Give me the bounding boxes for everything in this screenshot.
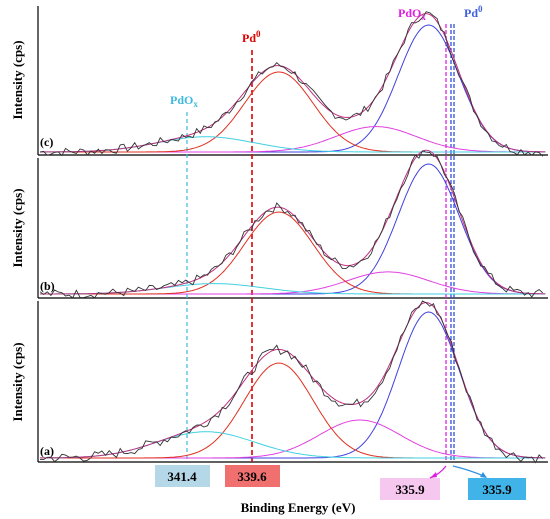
panel-label-c: (c) — [40, 135, 53, 149]
annot-pdox-left: PdOx — [170, 93, 198, 109]
raw-spectrum-c — [39, 11, 544, 157]
panel-frames — [37, 6, 548, 463]
x-axis-label: Binding Energy (eV) — [241, 500, 356, 515]
value-box-339-label: 339.6 — [237, 469, 267, 484]
fit-envelope-b — [40, 149, 546, 295]
y-axis-label-a: Intensity (cps) — [10, 342, 25, 421]
annot-pd0-right-sup: 0 — [478, 4, 483, 14]
annot-pdox-right-sub: x — [421, 12, 426, 22]
curve-layer — [39, 11, 546, 464]
value-box-341-label: 341.4 — [167, 469, 197, 484]
value-box-335-pdox: 335.9 — [380, 478, 440, 500]
fit-component-b-2 — [40, 211, 546, 295]
fit-component-c-1 — [40, 126, 546, 153]
fit-component-b-0 — [40, 163, 546, 295]
annot-pd0-mid-sup: 0 — [256, 29, 261, 39]
fit-envelope-a — [40, 302, 546, 459]
y-axis-label-c: Intensity (cps) — [10, 40, 25, 119]
annot-pd0-right: Pd0 — [464, 4, 483, 20]
value-box-339: 339.6 — [225, 465, 280, 487]
annot-pd0-mid-text: Pd — [242, 31, 256, 45]
annot-pdox-left-sub: x — [193, 99, 198, 109]
annot-pdox-left-text: PdO — [170, 93, 193, 107]
annot-pdox-right-text: PdO — [398, 6, 421, 20]
raw-spectrum-a — [40, 300, 544, 464]
arrow-head-pdox — [430, 472, 437, 478]
raw-spectrum-b — [39, 150, 544, 299]
panel-label-a: (a) — [40, 444, 54, 458]
value-box-335-pd0-bg — [468, 478, 526, 500]
fit-component-a-2 — [40, 362, 546, 459]
fit-envelope-c — [40, 13, 546, 153]
value-box-335-pd0-label: 335.9 — [482, 482, 512, 497]
value-box-339-bg — [225, 465, 280, 487]
fit-component-b-1 — [40, 271, 546, 295]
y-axis-label-b: Intensity (cps) — [10, 188, 25, 267]
panel-label-b: (b) — [40, 279, 55, 293]
fit-component-c-0 — [40, 24, 546, 153]
value-box-335-pd0: 335.9 — [468, 478, 526, 500]
value-box-335-pdox-label: 335.9 — [395, 482, 425, 497]
fit-component-c-2 — [40, 71, 546, 153]
value-box-341: 341.4 — [155, 465, 210, 487]
arrow-head-pd0 — [480, 472, 487, 478]
annot-pd0-right-text: Pd — [464, 6, 478, 20]
fit-component-a-0 — [40, 311, 546, 459]
annot-pd0-mid: Pd0 — [242, 29, 261, 45]
value-box-341-bg — [155, 465, 210, 487]
annot-pdox-right: PdOx — [398, 6, 426, 22]
value-box-335-pdox-bg — [380, 478, 440, 500]
fit-component-a-3 — [40, 431, 546, 459]
